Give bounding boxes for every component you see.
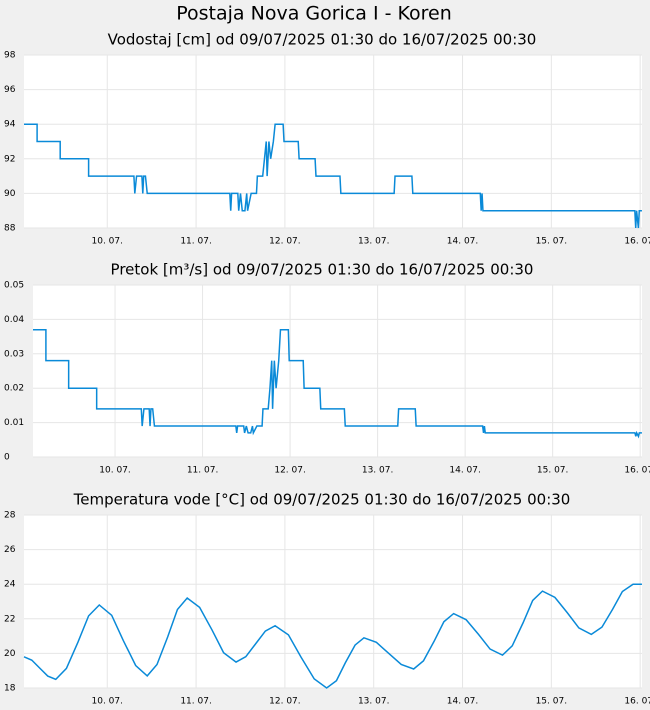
x-tick-label: 15. 07. xyxy=(536,237,568,247)
y-tick-label: 0.01 xyxy=(4,418,24,428)
x-tick-label: 11. 07. xyxy=(180,697,212,707)
x-tick-label: 12. 07. xyxy=(274,466,306,476)
y-tick-label: 0.03 xyxy=(4,349,24,359)
y-tick-label: 0.04 xyxy=(4,315,24,325)
y-tick-label: 94 xyxy=(4,120,16,130)
y-tick-label: 22 xyxy=(4,614,15,624)
chart-subtitle: Pretok [m³/s] od 09/07/2025 01:30 do 16/… xyxy=(111,261,534,279)
y-tick-label: 88 xyxy=(4,224,16,234)
y-tick-label: 20 xyxy=(4,649,16,659)
page-title: Postaja Nova Gorica I - Koren xyxy=(176,3,452,25)
x-tick-label: 14. 07. xyxy=(449,466,481,476)
chart-subtitle: Temperatura vode [°C] od 09/07/2025 01:3… xyxy=(73,491,571,509)
x-tick-label: 15. 07. xyxy=(537,466,569,476)
x-tick-label: 14. 07. xyxy=(447,697,479,707)
y-tick-label: 0.02 xyxy=(4,384,24,394)
data-line xyxy=(33,328,642,439)
x-tick-label: 13. 07. xyxy=(362,466,394,476)
chart-subtitle: Vodostaj [cm] od 09/07/2025 01:30 do 16/… xyxy=(108,31,537,49)
data-line xyxy=(24,123,642,229)
y-tick-label: 98 xyxy=(4,51,16,61)
x-tick-label: 16. 07. xyxy=(624,237,650,247)
y-tick-label: 0.05 xyxy=(4,281,24,291)
x-tick-label: 11. 07. xyxy=(187,466,219,476)
y-tick-label: 28 xyxy=(4,511,16,521)
x-tick-label: 11. 07. xyxy=(180,237,212,247)
plot-area xyxy=(24,515,642,688)
x-tick-label: 10. 07. xyxy=(99,466,131,476)
x-tick-label: 14. 07. xyxy=(447,237,479,247)
y-tick-label: 0 xyxy=(4,453,10,463)
x-tick-label: 10. 07. xyxy=(92,237,124,247)
x-tick-label: 12. 07. xyxy=(269,697,301,707)
x-tick-label: 12. 07. xyxy=(269,237,301,247)
x-tick-label: 10. 07. xyxy=(92,697,124,707)
y-tick-label: 24 xyxy=(4,580,16,590)
y-tick-label: 26 xyxy=(4,545,16,555)
data-line xyxy=(23,583,642,689)
x-tick-label: 16. 07. xyxy=(624,697,650,707)
y-tick-label: 96 xyxy=(4,85,16,95)
plot-area xyxy=(24,55,642,228)
x-tick-label: 15. 07. xyxy=(536,697,568,707)
y-tick-label: 18 xyxy=(4,684,16,694)
plot-area xyxy=(33,285,642,457)
x-tick-label: 13. 07. xyxy=(358,237,390,247)
x-tick-label: 13. 07. xyxy=(358,697,390,707)
y-tick-label: 90 xyxy=(4,189,16,199)
y-tick-label: 92 xyxy=(4,154,15,164)
x-tick-label: 16. 07. xyxy=(624,466,650,476)
